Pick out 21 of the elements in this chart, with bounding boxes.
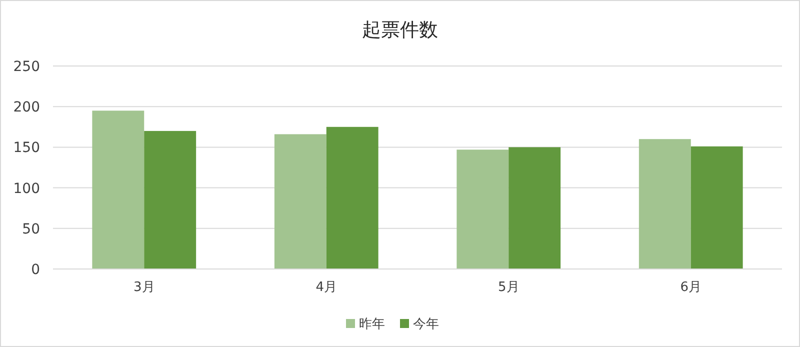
y-tick-label: 150 (13, 140, 40, 156)
bar (638, 139, 691, 269)
bar (508, 147, 561, 269)
y-tick-label: 0 (31, 262, 40, 278)
y-tick-label: 200 (13, 100, 40, 116)
x-tick-label: 6月 (680, 280, 702, 295)
bar (92, 110, 144, 269)
legend-label: 昨年 (359, 317, 385, 332)
chart-title: 起票件数 (362, 19, 438, 41)
bar (274, 134, 326, 269)
bar (456, 150, 509, 269)
x-tick-label: 3月 (133, 280, 155, 295)
legend-label: 今年 (413, 317, 439, 332)
x-tick-label: 4月 (316, 280, 338, 295)
bar (144, 130, 196, 269)
y-tick-label: 100 (13, 180, 40, 197)
x-tick-label: 5月 (498, 280, 520, 295)
bar (690, 146, 743, 269)
y-tick-label: 250 (13, 59, 40, 75)
bar (326, 126, 378, 269)
y-tick-label: 50 (22, 221, 40, 238)
